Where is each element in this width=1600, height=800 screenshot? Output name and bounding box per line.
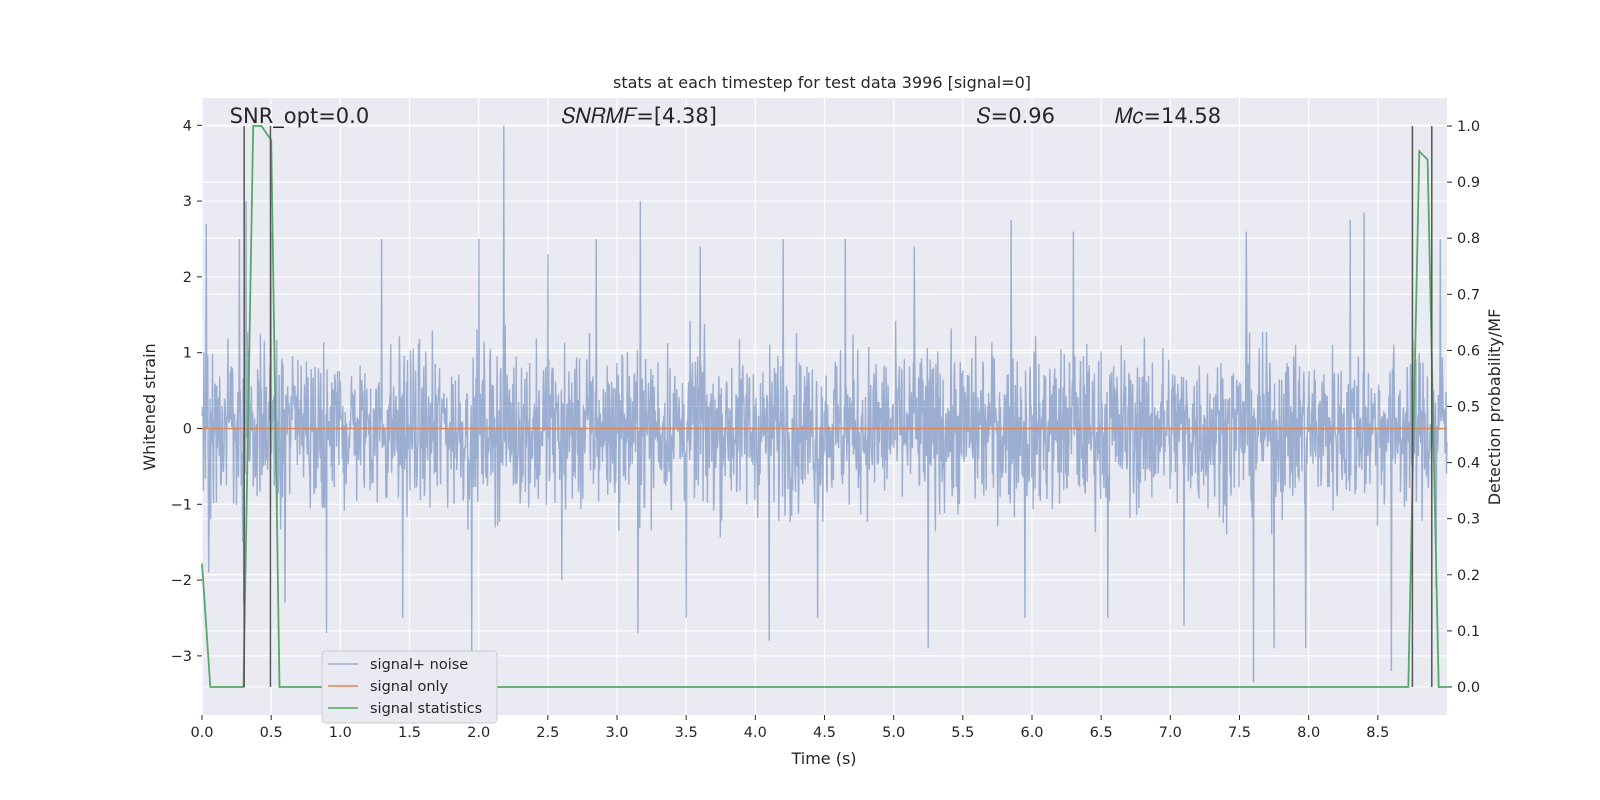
- series-line-signal-noise: [201, 125, 1448, 683]
- x-tick-label: 3.5: [675, 725, 698, 741]
- x-axis-label: Time (s): [790, 749, 856, 768]
- annotation-text: 𝑆=0.96: [977, 104, 1055, 128]
- x-tick-label: 6.0: [1020, 725, 1043, 741]
- y-right-tick-label: 0.4: [1457, 456, 1480, 472]
- y-left-tick-label: −1: [171, 497, 192, 513]
- series-line-signal-statistics: [201, 125, 1447, 688]
- x-tick-label: 7.5: [1228, 725, 1251, 741]
- x-tick-label: 3.0: [605, 725, 628, 741]
- x-tick-label: 5.5: [951, 725, 974, 741]
- legend-box: [321, 650, 498, 724]
- series-signal-noise: [201, 125, 1448, 683]
- x-tick-label: 1.0: [329, 725, 352, 741]
- legend-entry-signal-noise: signal+ noise: [370, 657, 468, 673]
- y-right-tick-label: 0.7: [1457, 287, 1480, 303]
- annotation-text: 𝑆𝑁𝑅𝑀𝐹=[4.38]: [562, 104, 717, 128]
- x-tick-label: 0.0: [190, 725, 213, 741]
- y-right-tick-label: 0.5: [1457, 400, 1480, 416]
- legend-entry-signal-statistics: signal statistics: [370, 701, 482, 717]
- annotations: SNR_opt=0.0 𝑆𝑁𝑅𝑀𝐹=[4.38] 𝑆=0.96 𝑀𝑐=14.58: [230, 104, 1221, 129]
- x-tick-label: 4.5: [813, 725, 836, 741]
- y-axis-right-label: Detection probability/MF: [1485, 309, 1504, 506]
- y-right-tick-label: 0.2: [1457, 568, 1480, 584]
- legend-entry-signal-only: signal only: [370, 679, 449, 695]
- y-right-tick-label: 0.0: [1457, 680, 1480, 696]
- y-right-tick-label: 0.3: [1457, 512, 1480, 528]
- y-left-tick-label: 1: [183, 346, 192, 362]
- x-tick-label: 4.0: [744, 725, 767, 741]
- x-tick-label: 2.0: [467, 725, 490, 741]
- y-left-tick-label: 0: [183, 421, 192, 437]
- annotation-text: 𝑀𝑐=14.58: [1115, 104, 1221, 128]
- series-signal-statistics: [201, 125, 1447, 688]
- y-axis-right-ticks: 0.0 0.1 0.2 0.3 0.4 0.5 0.6 0.7 0.8 0.9 1.0: [1447, 119, 1480, 696]
- x-tick-label: 2.5: [536, 725, 559, 741]
- x-tick-label: 1.5: [398, 725, 421, 741]
- y-right-tick-label: 0.1: [1457, 624, 1480, 640]
- annotation-text: SNR_opt=0.0: [230, 104, 370, 129]
- x-tick-label: 6.5: [1090, 725, 1113, 741]
- y-left-tick-label: 3: [183, 194, 192, 210]
- x-tick-label: 8.0: [1297, 725, 1320, 741]
- y-right-tick-label: 1.0: [1457, 119, 1480, 135]
- x-axis-ticks: 0.0 0.5 1.0 1.5 2.0 2.5 3.0 3.5 4.0 4.5 5.0 5.5 6.0 6…: [190, 715, 1389, 741]
- y-left-tick-label: −3: [171, 649, 192, 665]
- y-axis-left-label: Whitened strain: [140, 343, 159, 470]
- y-right-tick-label: 0.8: [1457, 231, 1480, 247]
- detection-markers: [243, 126, 1433, 687]
- y-axis-left-ticks: −3 −2 −1 0 1 2 3 4: [171, 118, 202, 665]
- y-left-tick-label: 4: [183, 118, 192, 134]
- legend: signal+ noise signal only signal statist…: [321, 650, 498, 724]
- y-right-tick-label: 0.6: [1457, 343, 1480, 359]
- y-left-tick-label: −2: [171, 573, 192, 589]
- x-tick-label: 5.0: [882, 725, 905, 741]
- y-left-tick-label: 2: [183, 270, 192, 286]
- x-tick-label: 0.5: [260, 725, 283, 741]
- x-tick-label: 8.5: [1366, 725, 1389, 741]
- y-right-tick-label: 0.9: [1457, 175, 1480, 191]
- chart-title: stats at each timestep for test data 399…: [613, 73, 1031, 92]
- x-tick-label: 7.0: [1159, 725, 1182, 741]
